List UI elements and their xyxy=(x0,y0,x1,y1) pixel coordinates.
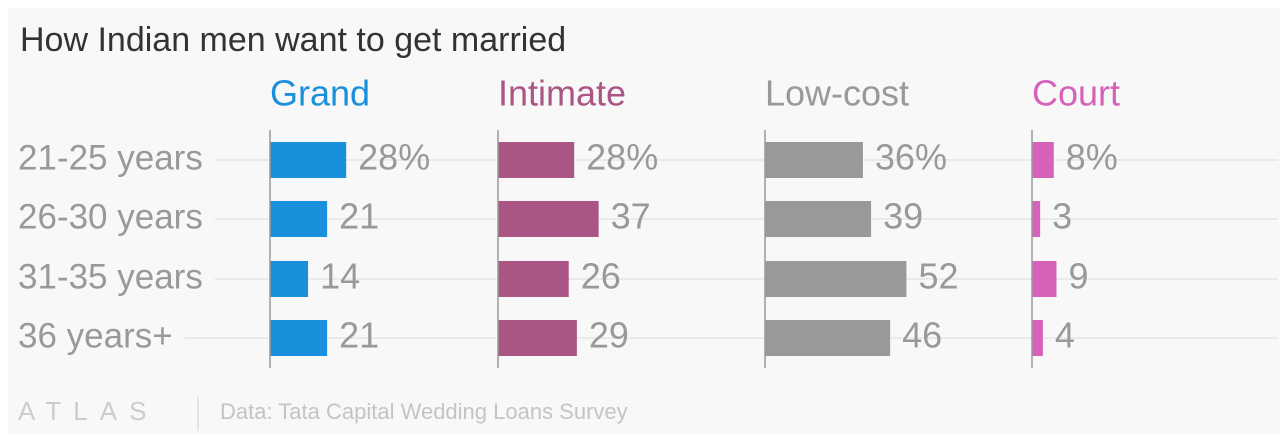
value-label: 26 xyxy=(581,256,621,297)
value-label: 9 xyxy=(1068,256,1088,297)
bar xyxy=(270,261,309,297)
legend-label: Court xyxy=(1032,73,1120,114)
bar xyxy=(1032,142,1054,178)
bar xyxy=(1032,201,1041,237)
bar xyxy=(270,320,328,356)
bar xyxy=(498,261,569,297)
bar xyxy=(765,261,907,297)
category-label: 36 years+ xyxy=(18,316,173,355)
source: Data: Tata Capital Wedding Loans Survey xyxy=(220,399,628,424)
value-label: 39 xyxy=(883,196,923,237)
bar xyxy=(498,201,599,237)
value-label: 29 xyxy=(589,315,629,356)
value-label: 37 xyxy=(611,196,651,237)
legend-label: Intimate xyxy=(498,73,626,114)
value-label: 28% xyxy=(358,137,430,178)
bar xyxy=(498,320,577,356)
value-label: 4 xyxy=(1055,315,1075,356)
bar xyxy=(498,142,575,178)
category-label: 21-25 years xyxy=(18,138,203,177)
legend-label: Low-cost xyxy=(765,73,909,114)
value-label: 21 xyxy=(339,196,379,237)
logo: ATLAS xyxy=(18,396,158,426)
chart-title: How Indian men want to get married xyxy=(20,21,566,59)
value-label: 36% xyxy=(875,137,947,178)
category-label: 26-30 years xyxy=(18,197,203,236)
legend-label: Grand xyxy=(270,73,370,114)
bar xyxy=(765,201,872,237)
bar xyxy=(270,142,347,178)
value-label: 8% xyxy=(1066,137,1118,178)
bar xyxy=(765,320,891,356)
value-label: 52 xyxy=(918,256,958,297)
value-label: 28% xyxy=(586,137,658,178)
value-label: 21 xyxy=(339,315,379,356)
value-label: 46 xyxy=(902,315,942,356)
bar xyxy=(765,142,863,178)
background xyxy=(8,8,1280,434)
bar xyxy=(270,201,328,237)
bar xyxy=(1032,320,1043,356)
value-label: 3 xyxy=(1052,196,1072,237)
bar xyxy=(1032,261,1057,297)
value-label: 14 xyxy=(320,256,360,297)
category-label: 31-35 years xyxy=(18,257,203,296)
